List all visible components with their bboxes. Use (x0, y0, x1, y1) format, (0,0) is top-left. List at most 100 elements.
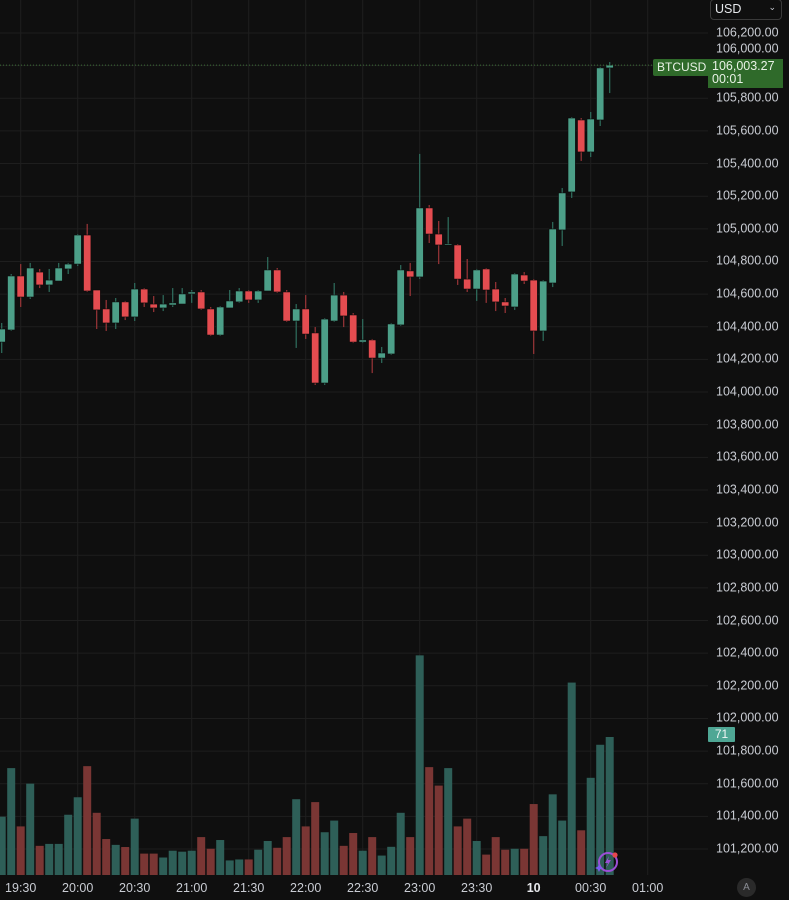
currency-select[interactable]: USD ⌄ (710, 0, 782, 20)
volume-bar (415, 655, 424, 875)
candle-body (197, 291, 206, 310)
candle-body (16, 275, 25, 298)
candle-body (187, 291, 196, 295)
candle-body (235, 290, 244, 303)
volume-bar (567, 682, 576, 875)
candle-body (425, 207, 434, 235)
volume-bar (35, 845, 44, 875)
candle (235, 288, 244, 303)
volume-bar (292, 799, 301, 875)
volume-bar (54, 843, 63, 875)
candle (577, 118, 586, 161)
candle-body (0, 328, 6, 343)
candle (159, 295, 168, 312)
candle-body (558, 192, 567, 231)
volume-value-label: 71 (708, 727, 735, 742)
candle-body (292, 308, 301, 322)
candle (387, 322, 396, 355)
candle-body (472, 269, 481, 290)
candle (358, 319, 367, 344)
volume-bar (387, 846, 396, 875)
candle (83, 223, 92, 292)
price-tick-label: 101,400.00 (716, 808, 779, 823)
price-tick-label: 102,200.00 (716, 678, 779, 693)
currency-value: USD (715, 2, 742, 16)
volume-bar (482, 854, 491, 875)
candle (491, 282, 500, 312)
candle (425, 204, 434, 244)
candle (244, 290, 253, 303)
candle-body (35, 271, 44, 286)
candle (73, 234, 82, 267)
candle (482, 267, 491, 303)
candle-body (567, 117, 576, 193)
symbol-label: BTCUSD (653, 59, 711, 76)
candle-body (377, 352, 386, 359)
price-tick-label: 105,200.00 (716, 188, 779, 203)
candle-body (206, 308, 215, 336)
price-tick-label: 103,600.00 (716, 449, 779, 464)
candle-body (349, 314, 358, 343)
candle (539, 280, 548, 341)
volume-bar (596, 744, 605, 875)
candle-body (254, 290, 263, 301)
candle-body (548, 228, 557, 284)
chevron-down-icon: ⌄ (768, 2, 776, 12)
candle-body (26, 267, 35, 298)
candle (368, 338, 377, 374)
candle-body (577, 119, 586, 153)
price-tick-label: 102,600.00 (716, 613, 779, 628)
candle (7, 274, 16, 331)
time-tick-label: 21:00 (176, 881, 208, 895)
candle-body (301, 308, 310, 335)
price-tick-label: 101,800.00 (716, 743, 779, 758)
price-tick-label: 106,200.00 (716, 25, 779, 40)
candle (254, 290, 263, 303)
time-tick-label: 01:00 (632, 881, 664, 895)
candle (529, 279, 538, 354)
candle-body (92, 289, 101, 311)
volume-bar (282, 837, 291, 875)
candle (149, 296, 158, 313)
bar-countdown: 00:01 (712, 72, 744, 86)
lightning-sparkle-icon[interactable] (594, 849, 620, 875)
candle-body (330, 294, 339, 322)
candle-body (368, 339, 377, 359)
volume-bar (216, 840, 225, 875)
candle (64, 262, 73, 275)
candle (187, 290, 196, 303)
volume-bar (206, 848, 215, 875)
volume-bar (444, 768, 453, 875)
candle-body (45, 279, 54, 286)
candle-body (444, 243, 453, 246)
auto-scale-button[interactable]: A (737, 878, 756, 897)
candle (102, 299, 111, 331)
time-tick-label: 23:30 (461, 881, 493, 895)
time-tick-label: 00:30 (575, 881, 607, 895)
candle (45, 268, 54, 292)
volume-bar (263, 840, 272, 875)
volume-bar (197, 837, 206, 875)
volume-bar (349, 833, 358, 875)
candle-body (596, 67, 605, 121)
candle (320, 318, 329, 385)
volume-bar (254, 849, 263, 875)
candle-body (121, 301, 130, 318)
volume-bar (64, 814, 73, 875)
volume-bar (510, 848, 519, 875)
volume-bar (16, 826, 25, 875)
price-tick-label: 105,000.00 (716, 221, 779, 236)
time-tick-label: 10 (526, 881, 541, 895)
candle (282, 290, 291, 322)
candle (510, 273, 519, 310)
time-tick-label: 20:00 (62, 881, 94, 895)
candle-body (216, 306, 225, 336)
candle-body (482, 268, 491, 291)
volume-bar (577, 830, 586, 875)
price-tick-label: 105,400.00 (716, 156, 779, 171)
volume-bar (558, 820, 567, 875)
candle-body (73, 234, 82, 265)
volume-bar (121, 847, 130, 875)
price-tick-label: 103,000.00 (716, 547, 779, 562)
